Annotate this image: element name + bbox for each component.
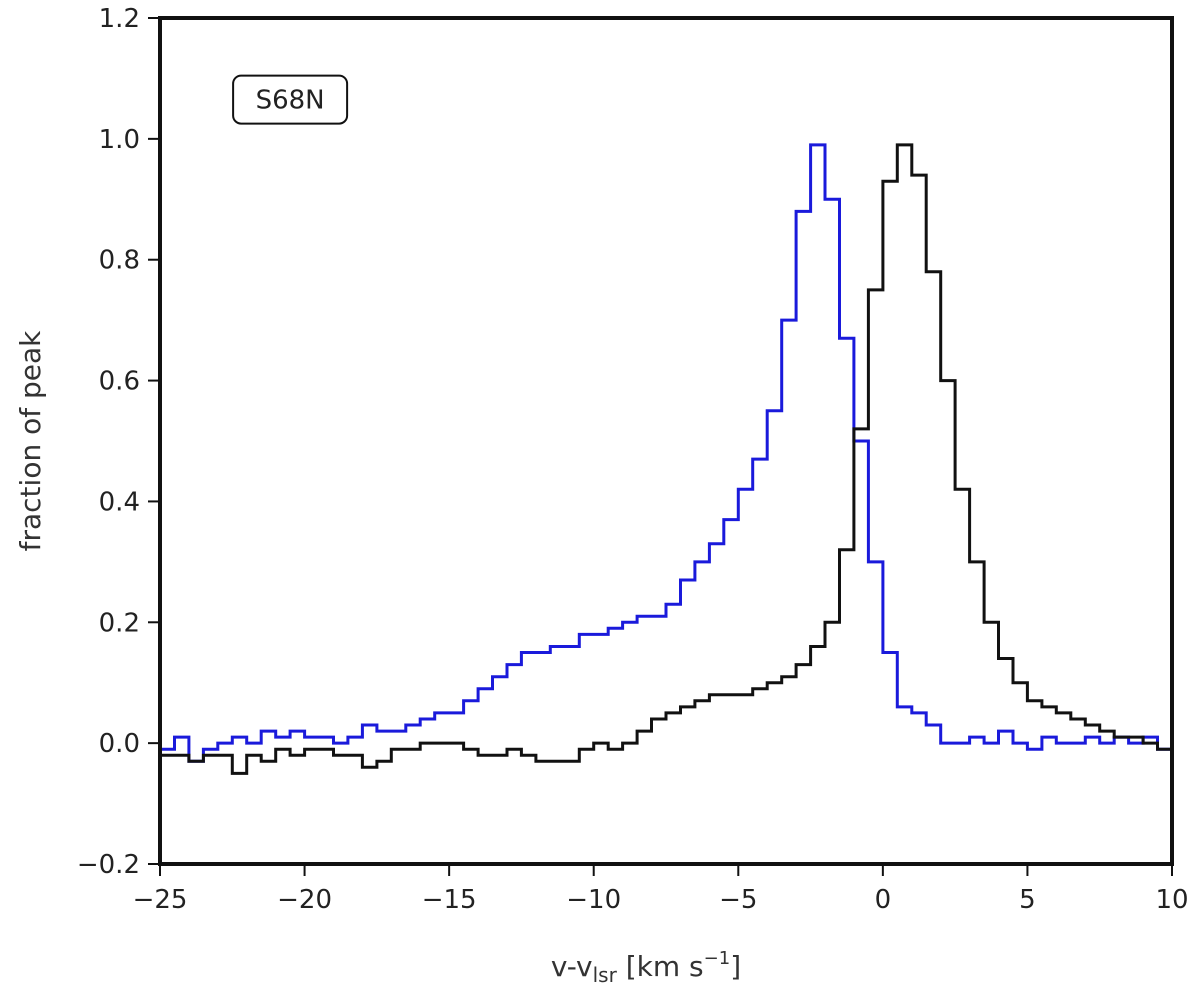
plot-frame xyxy=(158,16,1174,866)
x-axis-label-subscript: lsr xyxy=(593,963,618,987)
series-line-1 xyxy=(160,143,1174,775)
x-axis-label-unit: [km s xyxy=(617,950,704,983)
x-tick-label: −15 xyxy=(422,885,477,915)
y-tick-label: 1.0 xyxy=(99,125,140,155)
x-tick-label: −5 xyxy=(719,885,757,915)
x-axis-label-prefix: v-v xyxy=(551,950,593,983)
y-tick-label: −0.2 xyxy=(77,850,140,880)
y-tick-label: 1.2 xyxy=(99,4,140,34)
x-axis-label: v-vlsr [km s−1] xyxy=(551,948,741,987)
series-line-0 xyxy=(160,143,1174,763)
y-tick-label: 0.8 xyxy=(99,246,140,276)
annotation-box: S68N xyxy=(232,74,349,125)
x-tick-label: 0 xyxy=(875,885,892,915)
y-tick-label: 0.6 xyxy=(99,367,140,397)
x-tick-label: −20 xyxy=(277,885,332,915)
x-axis-label-superscript: −1 xyxy=(704,948,731,969)
x-tick-label: 10 xyxy=(1155,885,1188,915)
series-layer xyxy=(160,143,1174,775)
ticks-layer: −25 −20 −15 −10 −5 0 5 10 −0.2 0.0 0.2 0.4 0.6 0.8 1.0… xyxy=(77,4,1189,915)
y-tick-label: 0.2 xyxy=(99,608,140,638)
y-tick-label: 0.0 xyxy=(99,729,140,759)
y-tick-label: 0.4 xyxy=(99,487,140,517)
annotation-frame xyxy=(232,74,349,125)
y-axis-label: fraction of peak xyxy=(14,330,47,552)
x-tick-label: −25 xyxy=(133,885,188,915)
x-tick-label: 5 xyxy=(1019,885,1036,915)
x-axis-label-close: ] xyxy=(730,950,741,983)
annotation-text: S68N xyxy=(256,86,325,116)
x-tick-label: −10 xyxy=(566,885,621,915)
